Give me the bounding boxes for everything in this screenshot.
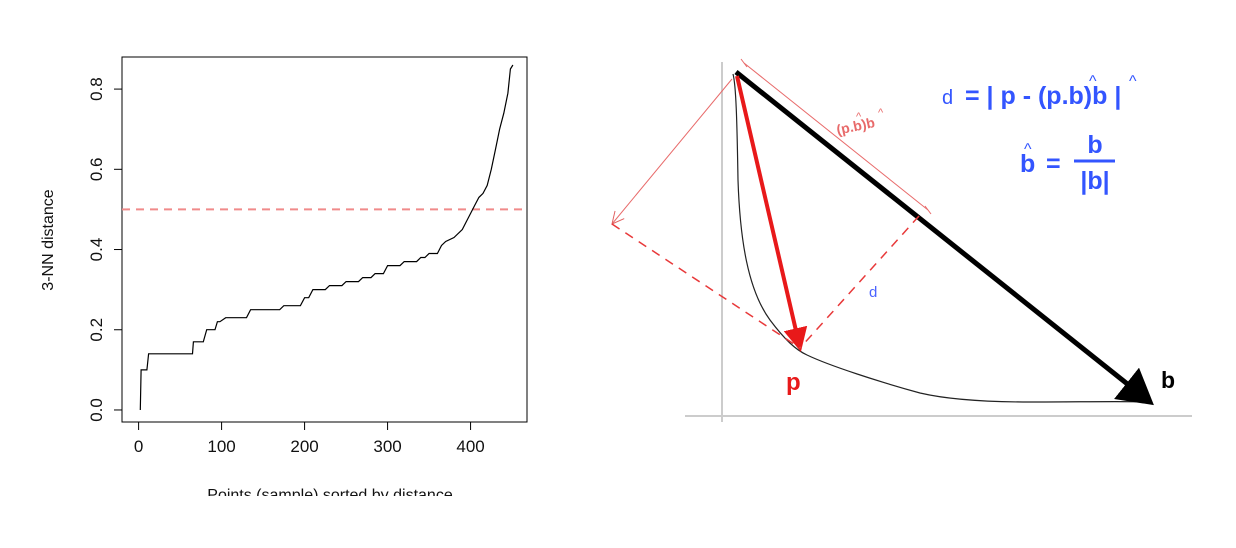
y-tick-label: 0.2: [87, 318, 106, 342]
formula-line1: = | p - (p.b)b |: [965, 82, 1121, 110]
p-vector: [735, 75, 808, 352]
formula-hat-lhs: ^: [1024, 141, 1032, 158]
formula-hat-2: ^: [1129, 73, 1137, 90]
x-tick-label: 100: [207, 437, 235, 456]
kdist-series-line: [139, 64, 514, 411]
formula-denominator: |b|: [1080, 167, 1109, 195]
formula-hat-1: ^: [1089, 73, 1097, 90]
projection-label: (p.b)b: [835, 114, 876, 138]
hat-projection-b1: ^: [856, 111, 862, 123]
formula-equals: =: [1046, 150, 1061, 178]
x-tick-label: 200: [290, 437, 318, 456]
formula-d: d: [942, 87, 953, 109]
perpendicular-arrow: [612, 78, 733, 224]
point-label: p: [786, 369, 801, 396]
formula-bhat-lhs: b: [1020, 150, 1035, 178]
y-tick-label: 0.6: [87, 157, 106, 181]
distance-label: d: [869, 284, 877, 301]
x-tick-label: 300: [373, 437, 401, 456]
projection-bracket: [740, 58, 932, 215]
formula-numerator: b: [1087, 131, 1102, 159]
knee-diagram: (p.b)b ^ ^ d p b d = | p - (p.b)b | ^ ^ …: [611, 58, 1192, 422]
curve-line: [732, 73, 1153, 403]
kdist-chart: 0 100 200 300 400 0.0 0.2 0.4 0.6 0.8 3-NN distan…: [40, 56, 528, 504]
crop-mask: [40, 496, 640, 548]
y-axis-label: 3-NN distance: [40, 189, 57, 290]
y-tick-label: 0.8: [87, 77, 106, 101]
y-tick-label: 0.4: [87, 238, 106, 262]
y-tick-label: 0.0: [87, 398, 106, 422]
x-tick-label: 0: [134, 437, 143, 456]
dashed-guides: [611, 215, 920, 349]
plot-frame: [121, 56, 528, 423]
b-vector: [734, 70, 1154, 406]
vector-b-label: b: [1161, 367, 1175, 393]
x-tick-label: 400: [456, 437, 484, 456]
axis-ticks: 0 100 200 300 400 0.0 0.2 0.4 0.6 0.8: [87, 77, 485, 456]
hat-projection-b2: ^: [878, 107, 884, 119]
